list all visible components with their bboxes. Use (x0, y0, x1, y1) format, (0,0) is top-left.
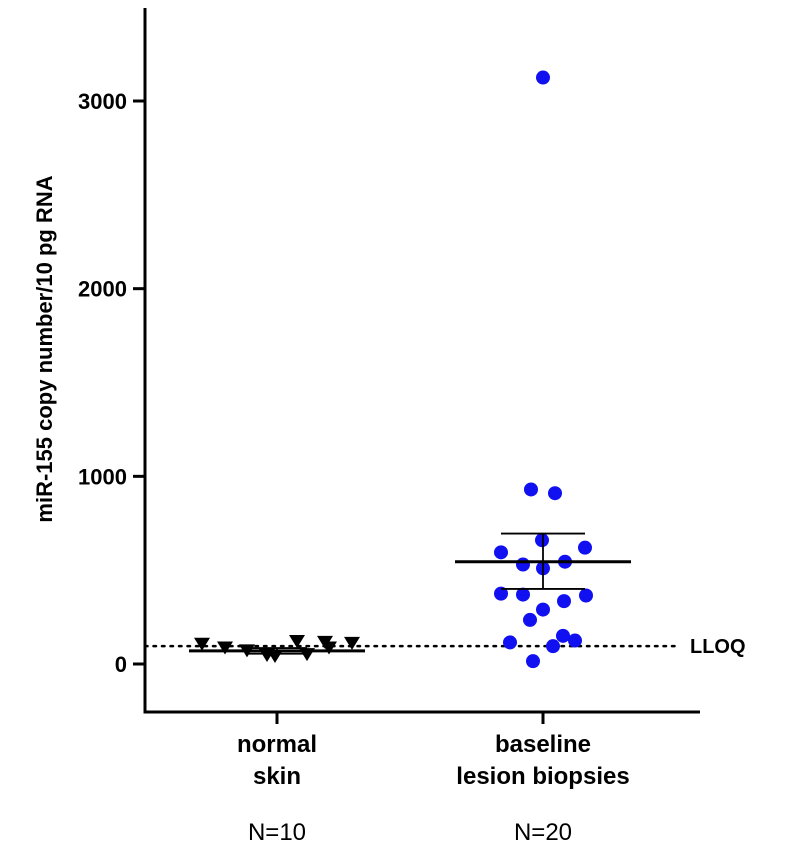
data-point-circle (546, 639, 560, 654)
data-point-triangle (217, 641, 233, 655)
y-ticks: 0 1000 2000 3000 (78, 89, 145, 677)
data-point-circle (494, 586, 508, 601)
data-point-circle (503, 635, 517, 650)
data-point-circle (516, 557, 530, 572)
data-point-circle (536, 70, 550, 85)
y-tick-label: 1000 (78, 464, 127, 489)
data-point-triangle (321, 641, 337, 655)
data-point-triangle (289, 634, 305, 648)
data-point-circle (578, 540, 592, 555)
category-n-label: N=10 (248, 819, 306, 846)
y-tick-label: 3000 (78, 89, 127, 114)
data-point-circle (494, 545, 508, 560)
data-point-circle (526, 654, 540, 669)
data-points (194, 70, 593, 669)
category-n-label: N=20 (514, 819, 572, 846)
mean-sem-bars (189, 532, 631, 655)
y-tick-label: 2000 (78, 277, 127, 302)
data-point-circle (557, 594, 571, 609)
category-label-line1: baseline (495, 731, 591, 758)
category-label-line1: normal (237, 731, 317, 758)
data-point-circle (524, 482, 538, 497)
data-point-triangle (344, 636, 360, 650)
lloq-label: LLOQ (690, 636, 746, 658)
x-ticks: normal skin N=10 baseline lesion biopsies N=2… (237, 712, 630, 846)
data-point-circle (568, 633, 582, 648)
y-tick-label: 0 (115, 652, 127, 677)
y-axis-title: miR-155 copy number/10 pg RNA (32, 175, 57, 522)
category-label-line2: lesion biopsies (456, 763, 629, 790)
data-point-circle (523, 612, 537, 627)
axes (143, 8, 700, 714)
data-point-circle (516, 587, 530, 602)
data-point-circle (535, 533, 549, 548)
lloq-reference-line: LLOQ (143, 636, 746, 658)
category-label-line2: skin (253, 763, 301, 790)
data-point-circle (548, 486, 562, 501)
data-point-circle (579, 588, 593, 603)
data-point-circle (556, 628, 570, 643)
data-point-triangle (194, 637, 210, 651)
data-point-circle (536, 602, 550, 617)
